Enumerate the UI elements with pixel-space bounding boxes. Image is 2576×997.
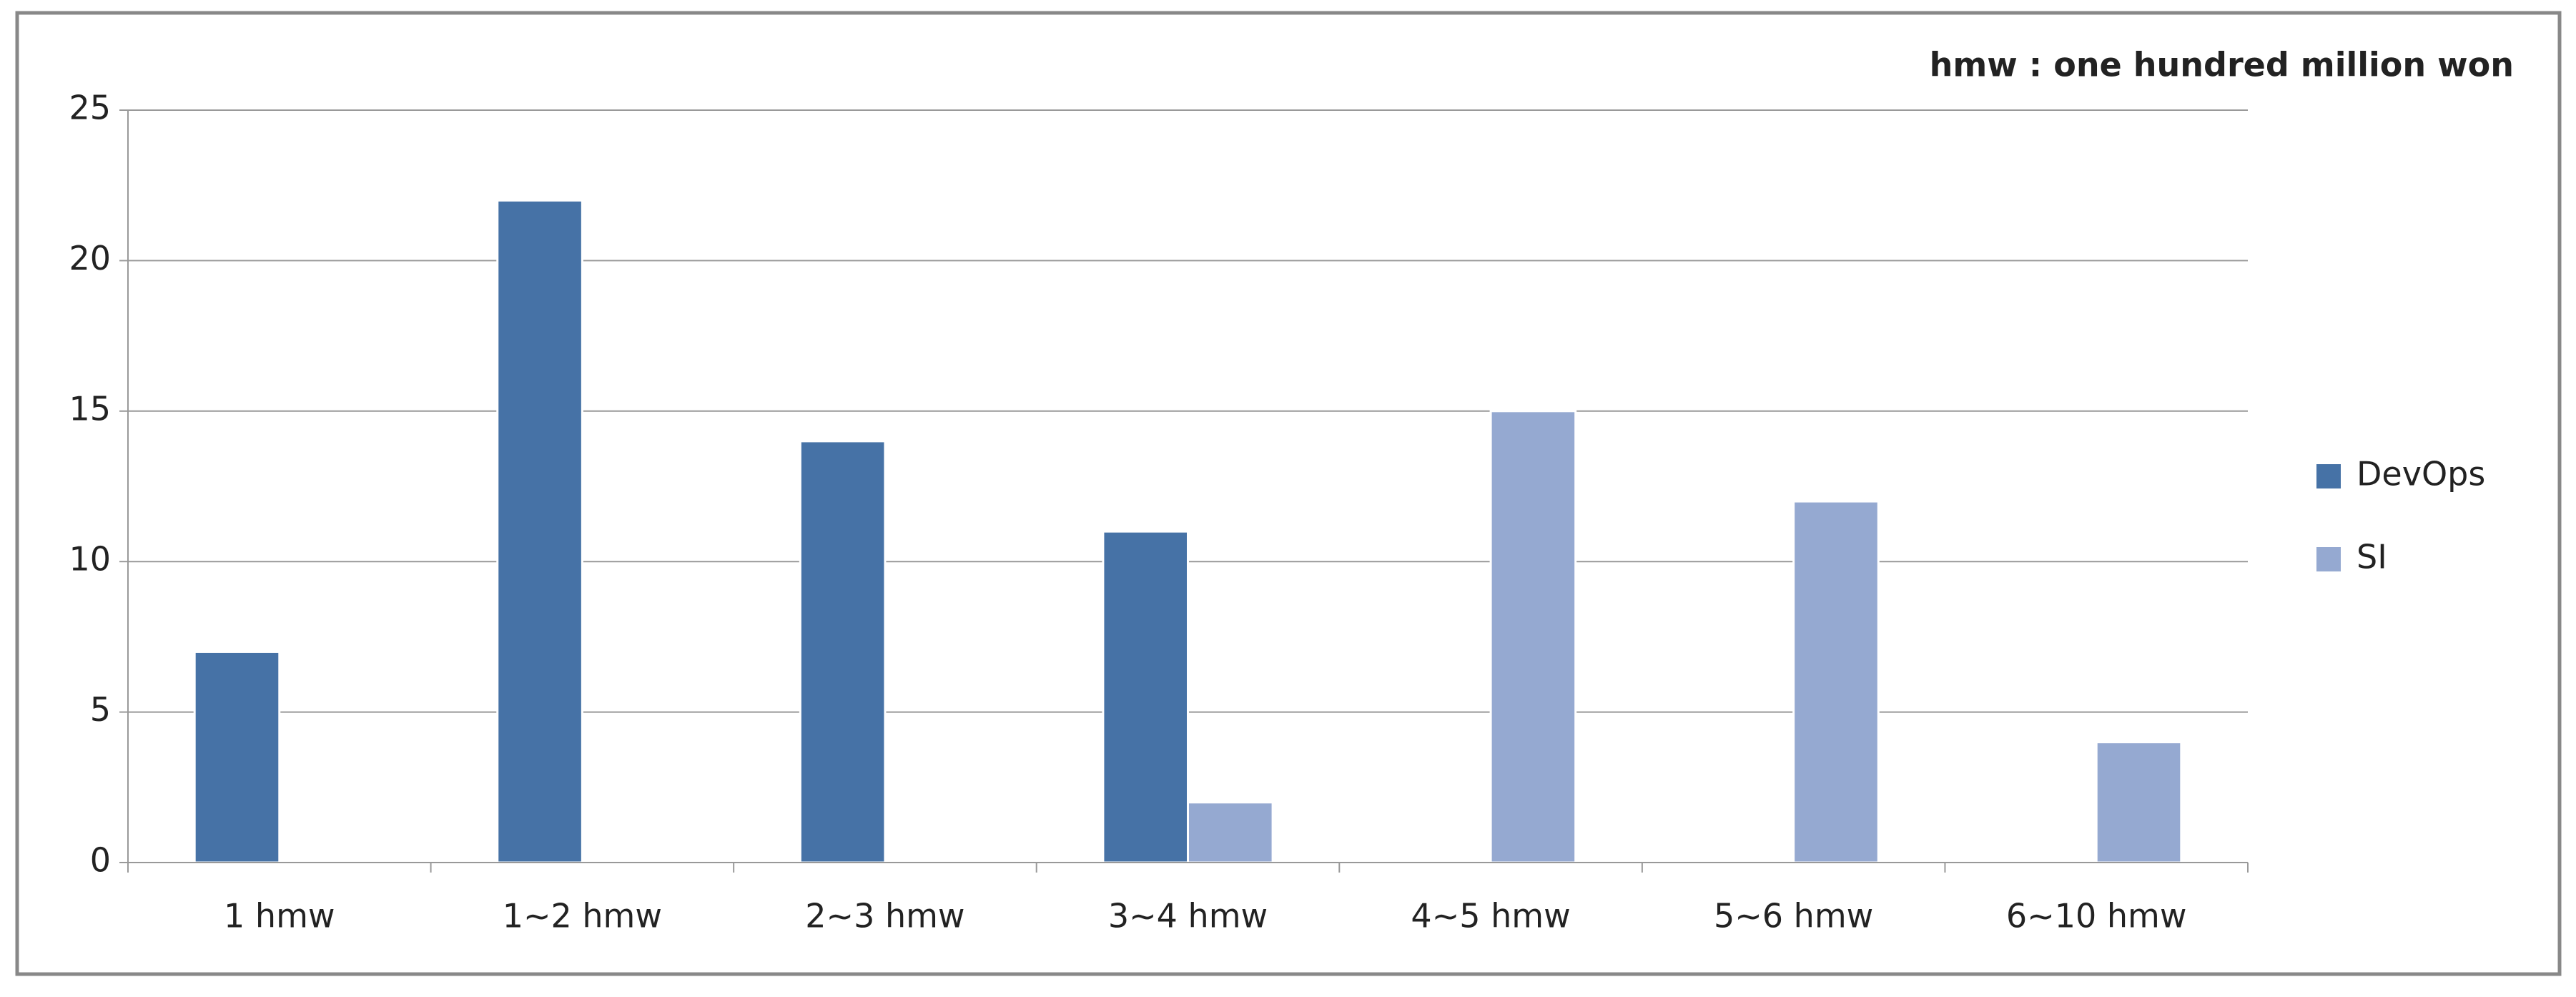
x-tick-label: 2~3 hmw [805, 897, 964, 935]
legend-swatch [2316, 464, 2341, 488]
legend-label: DevOps [2357, 455, 2485, 493]
x-tick-label: 6~10 hmw [2006, 897, 2187, 935]
legend-label: SI [2357, 538, 2387, 576]
bar [193, 650, 281, 864]
x-tick-label: 1 hmw [224, 897, 335, 935]
y-tick-label: 0 [90, 841, 111, 880]
y-tick-label: 15 [69, 389, 111, 428]
bar [1792, 500, 1880, 864]
bar [799, 440, 887, 864]
annotation: hmw : one hundred million won [1930, 46, 2514, 84]
y-tick-label: 25 [69, 89, 111, 127]
bar [1489, 410, 1577, 864]
bar [496, 199, 583, 864]
legend-swatch [2316, 547, 2341, 571]
bar [1102, 530, 1190, 864]
bar [1187, 801, 1274, 864]
x-tick-label: 4~5 hmw [1411, 897, 1570, 935]
x-tick-label: 3~4 hmw [1108, 897, 1268, 935]
x-tick-label: 1~2 hmw [503, 897, 662, 935]
y-tick-label: 20 [69, 239, 111, 278]
bar [2095, 741, 2183, 864]
x-tick-label: 5~6 hmw [1714, 897, 1873, 935]
y-tick-label: 10 [69, 540, 111, 579]
y-tick-label: 5 [90, 690, 111, 729]
